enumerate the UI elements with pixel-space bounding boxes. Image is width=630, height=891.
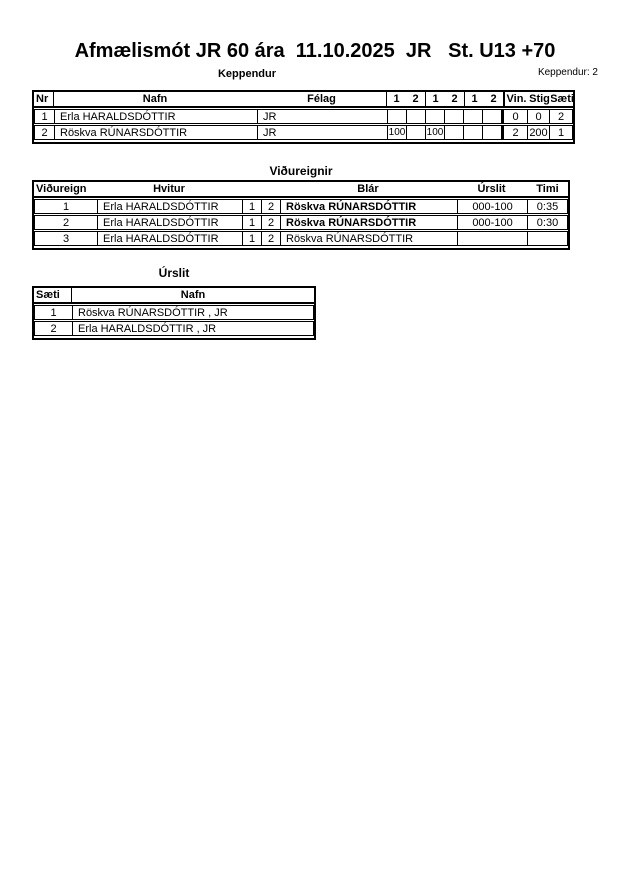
cell-saeti: 1 xyxy=(557,126,565,139)
cell-nr: 1 xyxy=(35,110,55,123)
cell-nafn: Erla HARALDSDÓTTIR xyxy=(55,110,258,123)
match-row: 2 Erla HARALDSDÓTTIR 1 2 Röskva RÚNARSDÓ… xyxy=(34,215,568,230)
cell-score-6 xyxy=(483,126,502,139)
cell-felag: JR xyxy=(258,110,388,123)
competitors-header-row: Nr Nafn Félag 1 2 1 2 1 2 Vin. Stig Sæti xyxy=(34,92,573,108)
header-nr: Nr xyxy=(34,92,54,106)
results-header-row: Sæti Nafn xyxy=(34,288,314,304)
section-title-urslit: Úrslit xyxy=(158,266,190,280)
cell-point-1: 1 xyxy=(243,232,262,245)
cell-blar: Röskva RÚNARSDÓTTIR xyxy=(281,200,458,213)
header-score-group-2: 1 2 xyxy=(426,92,465,106)
cell-point-2: 2 xyxy=(262,216,281,229)
header-score-5: 1 xyxy=(471,93,478,105)
header-vin: Vin. xyxy=(503,92,529,106)
cell-point-2: 2 xyxy=(262,232,281,245)
cell-score-4 xyxy=(445,126,464,139)
cell-hvitur: Erla HARALDSDÓTTIR xyxy=(98,200,243,213)
cell-urslit: 000-100 xyxy=(458,216,528,229)
header-stig: Stig xyxy=(529,93,550,105)
cell-match-nr: 3 xyxy=(35,232,98,245)
result-row: 2 Erla HARALDSDÓTTIR , JR xyxy=(34,321,314,336)
cell-match-nr: 2 xyxy=(35,216,98,229)
competitor-count: Keppendur: 2 xyxy=(537,67,598,78)
header-nafn: Nafn xyxy=(142,93,168,105)
cell-timi: 0:30 xyxy=(536,216,559,229)
cell-score-6 xyxy=(483,110,502,123)
header-spacer-2 xyxy=(261,182,280,196)
header-urslit: Úrslit xyxy=(477,183,506,195)
section-title-vidureignir: Viðureignir xyxy=(269,164,333,178)
section-title-keppendur: Keppendur xyxy=(217,68,277,80)
header-score-2: 2 xyxy=(412,93,419,105)
cell-saeti: 2 xyxy=(35,322,73,335)
results-table: Sæti Nafn 1 Röskva RÚNARSDÓTTIR , JR 2 E… xyxy=(32,286,316,340)
cell-point-2: 2 xyxy=(262,200,281,213)
cell-score-5 xyxy=(464,110,483,123)
header-nafn: Nafn xyxy=(180,289,206,301)
match-row: 1 Erla HARALDSDÓTTIR 1 2 Röskva RÚNARSDÓ… xyxy=(34,199,568,214)
cell-score-1 xyxy=(388,110,407,123)
cell-nr: 2 xyxy=(35,126,55,139)
cell-score-2 xyxy=(407,110,426,123)
cell-felag: JR xyxy=(258,126,388,139)
cell-score-2 xyxy=(407,126,426,139)
cell-nafn: Röskva RÚNARSDÓTTIR , JR xyxy=(78,306,228,319)
header-timi: Timi xyxy=(536,183,559,195)
cell-score-1: 100 xyxy=(388,126,407,139)
cell-urslit: 000-100 xyxy=(458,200,528,213)
header-blar: Blár xyxy=(357,183,379,195)
header-felag: Félag xyxy=(257,92,387,106)
header-saeti: Sæti xyxy=(34,288,72,302)
cell-nafn: Röskva RÚNARSDÓTTIR xyxy=(55,126,258,139)
cell-score-3 xyxy=(426,110,445,123)
cell-match-nr: 1 xyxy=(35,200,98,213)
header-score-3: 1 xyxy=(432,93,439,105)
result-row: 1 Röskva RÚNARSDÓTTIR , JR xyxy=(34,305,314,320)
cell-urslit xyxy=(458,232,528,245)
cell-score-5 xyxy=(464,126,483,139)
cell-nafn: Erla HARALDSDÓTTIR , JR xyxy=(78,322,217,335)
competitors-table: Nr Nafn Félag 1 2 1 2 1 2 Vin. Stig Sæti… xyxy=(32,90,575,144)
header-hvitur: Hvitur xyxy=(153,183,185,195)
header-score-group-3: 1 2 xyxy=(465,92,503,106)
cell-hvitur: Erla HARALDSDÓTTIR xyxy=(98,232,243,245)
cell-blar: Röskva RÚNARSDÓTTIR xyxy=(281,232,458,245)
cell-score-4 xyxy=(445,110,464,123)
competitor-row: 2 Röskva RÚNARSDÓTTIR JR 100 100 2 200 1 xyxy=(34,125,573,140)
header-score-6: 2 xyxy=(490,93,497,105)
matches-header-row: Viðureign Hvitur Blár Úrslit Timi xyxy=(34,182,568,198)
tournament-title: Afmælismót JR 60 ára 11.10.2025 JR St. U… xyxy=(74,40,556,62)
cell-timi xyxy=(528,232,567,245)
header-vidureign: Viðureign xyxy=(36,183,87,195)
header-spacer-1 xyxy=(242,182,261,196)
cell-saeti: 1 xyxy=(35,306,73,319)
matches-table: Viðureign Hvitur Blár Úrslit Timi 1 Erla… xyxy=(32,180,570,250)
competitor-row: 1 Erla HARALDSDÓTTIR JR 0 0 2 xyxy=(34,109,573,124)
header-score-1: 1 xyxy=(393,93,400,105)
cell-score-3: 100 xyxy=(426,126,445,139)
cell-point-1: 1 xyxy=(243,216,262,229)
cell-stig: 200 xyxy=(528,126,550,139)
cell-timi: 0:35 xyxy=(536,200,559,213)
cell-saeti: 2 xyxy=(557,110,565,123)
cell-stig: 0 xyxy=(528,110,550,123)
header-score-4: 2 xyxy=(451,93,458,105)
cell-vin: 2 xyxy=(502,126,528,139)
cell-point-1: 1 xyxy=(243,200,262,213)
cell-blar: Röskva RÚNARSDÓTTIR xyxy=(281,216,458,229)
cell-hvitur: Erla HARALDSDÓTTIR xyxy=(98,216,243,229)
header-saeti: Sæti xyxy=(551,93,573,105)
match-row: 3 Erla HARALDSDÓTTIR 1 2 Röskva RÚNARSDÓ… xyxy=(34,231,568,246)
header-score-group-1: 1 2 xyxy=(387,92,426,106)
cell-vin: 0 xyxy=(502,110,528,123)
